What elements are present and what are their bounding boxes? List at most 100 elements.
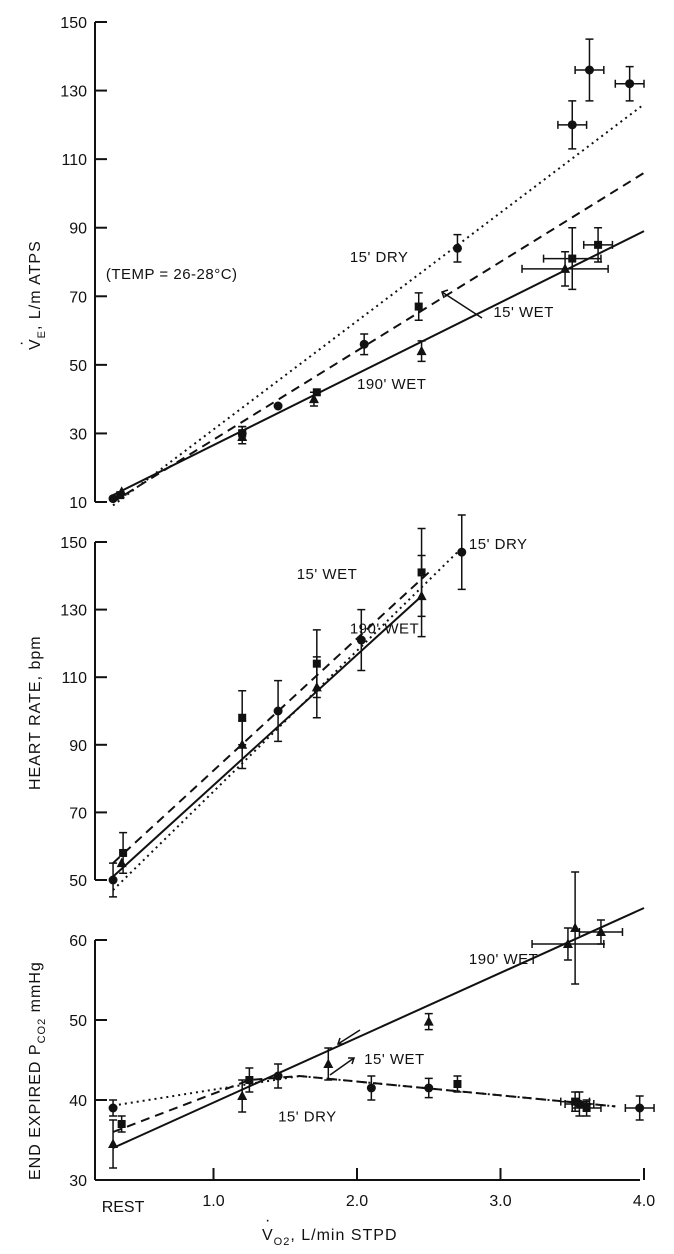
pco2-fit-line-square	[112, 1074, 616, 1133]
x-title-rest: , L/min STPD	[290, 1227, 397, 1244]
ve-point-triangle	[116, 486, 127, 496]
pco2-point-circle	[273, 1071, 283, 1081]
ve-point-square	[594, 240, 603, 249]
hr-point-triangle	[237, 739, 248, 749]
ve-point-circle	[359, 339, 369, 349]
ve-y-tick-label: 130	[60, 84, 87, 101]
pco2-point-triangle	[108, 1138, 119, 1148]
arrow-ve-15-wet	[441, 291, 483, 319]
pco2-ylabel: END EXPIRED P	[27, 1043, 44, 1180]
panel-pco2: 30 40 50 60 190' WET 15' WET 15' DRY	[69, 871, 655, 1190]
hr-point-square	[119, 848, 128, 857]
ve-point-triangle	[237, 431, 248, 441]
hr-point-triangle	[311, 681, 322, 692]
pco2-point-square	[453, 1080, 462, 1088]
ve-point-circle	[584, 65, 594, 75]
ve-ylabel-sub: E	[36, 330, 48, 338]
ve-y-tick-label: 90	[69, 221, 87, 238]
pco2-y-tick-label: 40	[69, 1093, 87, 1110]
hr-ylabel: HEART RATE, bpm	[27, 635, 44, 790]
ve-annotation: 15' DRY	[350, 249, 409, 266]
pco2-point-circle	[635, 1103, 645, 1113]
hr-y-tick-label: 50	[69, 873, 87, 890]
ve-y-tick-label: 50	[69, 358, 87, 375]
pco2-y-title: END EXPIRED PCO2 mmHg	[27, 961, 48, 1180]
ve-fit-line-triangle	[112, 230, 645, 496]
hr-annotation: 190' WET	[350, 620, 419, 637]
x-tick-label: REST	[102, 1199, 145, 1216]
x-ticks: REST 1.0 2.0 3.0 4.0	[102, 1168, 655, 1216]
hr-point-triangle	[116, 857, 127, 868]
panel-ve: 10 30 50 70 90 110 130 150 (TEMP = 26-28°C) 15' …	[60, 15, 645, 512]
ve-y-title: VE, L/m ATPS ·	[13, 240, 48, 350]
hr-fit-line-triangle	[112, 595, 423, 878]
hr-annotation: 15' DRY	[469, 536, 528, 553]
pco2-y-tick-label: 50	[69, 1013, 87, 1030]
ve-y-tick-label: 150	[60, 15, 87, 32]
hr-point-circle	[273, 706, 283, 716]
pco2-point-triangle	[570, 922, 581, 932]
pco2-point-triangle	[323, 1058, 334, 1068]
ve-point-circle	[273, 401, 283, 411]
x-title-sub: O2	[274, 1236, 291, 1248]
ve-y-tick-label: 10	[69, 495, 87, 512]
pco2-point-triangle	[595, 926, 606, 936]
ve-point-square	[568, 254, 577, 263]
ve-point-triangle	[308, 393, 319, 404]
ve-point-circle	[625, 79, 635, 89]
pco2-ylabel-unit: mmHg	[27, 961, 44, 1012]
ve-point-square	[414, 302, 423, 311]
svg-text:VE, L/m ATPS: VE, L/m ATPS	[27, 240, 48, 350]
svg-text:·: ·	[13, 340, 30, 346]
ve-y-tick-label: 110	[61, 152, 87, 169]
svg-text:·: ·	[265, 1212, 271, 1229]
ve-y-tick-label: 30	[69, 426, 87, 443]
pco2-annotation: 15' DRY	[278, 1109, 337, 1126]
x-title: VO2, L/min STPD ·	[262, 1212, 398, 1248]
pco2-point-circle	[366, 1083, 376, 1093]
svg-text:VO2, L/min STPD: VO2, L/min STPD	[262, 1227, 398, 1248]
hr-y-title: HEART RATE, bpm	[27, 635, 44, 790]
pco2-point-circle	[108, 1103, 118, 1113]
x-tick-label: 4.0	[633, 1193, 655, 1210]
pco2-point-circle	[424, 1083, 434, 1093]
hr-annotation: 15' WET	[297, 566, 358, 583]
hr-fit-line-square	[112, 571, 430, 864]
ve-point-circle	[108, 494, 118, 504]
arrow-pco2-15-dry	[329, 1057, 355, 1076]
x-tick-label: 3.0	[489, 1193, 511, 1210]
x-tick-label: 1.0	[202, 1193, 224, 1210]
ve-annotation: 15' WET	[493, 304, 554, 321]
hr-point-square	[238, 713, 247, 722]
hr-point-circle	[457, 547, 467, 557]
hr-point-triangle	[416, 590, 427, 601]
pco2-point-triangle	[562, 938, 573, 948]
x-tick-label: 2.0	[346, 1193, 368, 1210]
pco2-ylabel-sub: CO2	[36, 1018, 48, 1044]
x-title-v: V	[262, 1227, 274, 1244]
arrowhead-ve-15-wet	[441, 289, 449, 299]
hr-y-tick-label: 70	[69, 805, 87, 822]
arrow-pco2-15-wet	[337, 1029, 361, 1045]
pco2-fit-line-circle	[112, 1074, 616, 1108]
ve-annotation: 190' WET	[357, 376, 426, 393]
pco2-fit-line-triangle	[112, 907, 645, 1149]
ve-ylabel-v: V	[27, 338, 44, 350]
pco2-point-square	[117, 1120, 126, 1128]
ve-y-tick-label: 70	[69, 289, 87, 306]
hr-point-circle	[108, 875, 118, 885]
ve-fit-line-circle	[112, 103, 645, 507]
hr-point-circle	[356, 635, 366, 645]
pco2-point-square	[571, 1097, 580, 1106]
pco2-point-square	[582, 1104, 591, 1112]
hr-y-tick-label: 130	[60, 603, 87, 620]
pco2-point-square	[245, 1076, 254, 1084]
panel-heart-rate: 50 70 90 110 130 150 15' DRY 15' WET 190' WET	[60, 514, 528, 898]
pco2-point-triangle	[237, 1090, 248, 1100]
pco2-annotation: 190' WET	[469, 951, 538, 968]
pco2-annotation: 15' WET	[364, 1051, 425, 1068]
ve-point-triangle	[416, 345, 427, 356]
hr-y-tick-label: 150	[60, 535, 87, 552]
hr-y-tick-label: 90	[69, 738, 87, 755]
